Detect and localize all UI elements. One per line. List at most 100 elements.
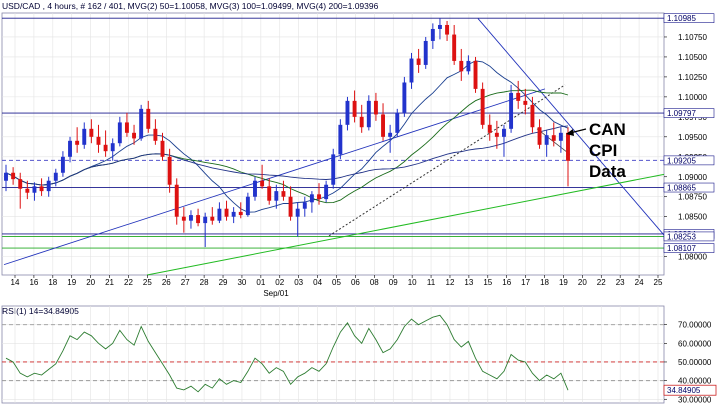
candle-up bbox=[366, 100, 371, 128]
candle-up bbox=[253, 180, 257, 197]
level-label-box bbox=[663, 231, 715, 242]
time-tick-label: 08 bbox=[370, 278, 379, 287]
candle-down bbox=[416, 58, 421, 65]
candle-up bbox=[68, 140, 72, 157]
candle-down bbox=[153, 128, 158, 141]
price-grid bbox=[2, 13, 664, 275]
candle-up bbox=[302, 202, 307, 209]
time-tick-label: 24 bbox=[635, 278, 644, 287]
candle-up bbox=[274, 191, 279, 201]
green-support-trendline bbox=[146, 173, 665, 276]
candle-up bbox=[502, 128, 506, 137]
price-tick-label: 1.10250 bbox=[678, 73, 707, 82]
time-tick-label: 22 bbox=[597, 278, 606, 287]
annotation-line-2: CPI bbox=[589, 141, 617, 160]
candle-down bbox=[480, 88, 485, 125]
candle-down bbox=[530, 104, 535, 128]
level-label-box bbox=[663, 13, 715, 23]
candle-up bbox=[217, 208, 222, 221]
time-tick-label: 09 bbox=[389, 278, 398, 287]
level-label: 1.08865 bbox=[667, 184, 696, 193]
rsi-tick-label: 50.00000 bbox=[678, 358, 712, 367]
candle-down bbox=[288, 196, 293, 217]
candle-up bbox=[4, 172, 8, 181]
annotation-arrow-head bbox=[566, 129, 574, 136]
candle-down bbox=[359, 116, 364, 128]
time-tick-label: 05 bbox=[332, 278, 341, 287]
time-axis: 14 16 18 19 20 21 22 25 26 27 28 29 30 01 02 03 04 05 06 08… bbox=[11, 275, 663, 298]
candle-up bbox=[110, 143, 115, 152]
rsi-levels bbox=[2, 324, 664, 382]
candle-down bbox=[18, 179, 23, 189]
candle-up bbox=[466, 60, 471, 72]
candle-down bbox=[89, 128, 94, 137]
candle-down bbox=[551, 135, 556, 141]
rsi-header: RSI(1) 14=34.84905 bbox=[2, 306, 79, 316]
time-tick-label: 01 bbox=[256, 278, 265, 287]
level-label: 1.09205 bbox=[667, 156, 696, 165]
candle-up bbox=[437, 24, 442, 29]
candle-up bbox=[295, 208, 300, 217]
candle-down bbox=[537, 127, 542, 145]
time-tick-label: 25 bbox=[654, 278, 663, 287]
level-label: 1.08107 bbox=[667, 244, 696, 253]
candle-up bbox=[509, 92, 514, 129]
price-tick-label: 1.09500 bbox=[678, 133, 707, 142]
candle-down bbox=[317, 194, 321, 200]
candle-down bbox=[445, 24, 450, 35]
time-tick-label: 14 bbox=[11, 278, 20, 287]
candle-down bbox=[160, 140, 165, 157]
rsi-panel-frame bbox=[1, 305, 665, 404]
price-tick-label: 1.08000 bbox=[678, 253, 707, 262]
price-tick-label: 1.08500 bbox=[678, 213, 707, 222]
candle-up bbox=[430, 28, 435, 41]
level-label: 1.09797 bbox=[667, 109, 696, 118]
price-tick-label: 1.10750 bbox=[678, 33, 707, 42]
candle-down bbox=[75, 140, 80, 145]
candle-down bbox=[523, 100, 528, 105]
candle-up bbox=[388, 132, 393, 137]
annotation-line-1: CAN bbox=[589, 120, 626, 139]
candle-down bbox=[167, 156, 172, 185]
candle-down bbox=[146, 108, 151, 129]
candle-down bbox=[260, 180, 265, 187]
candle-down bbox=[281, 191, 286, 197]
price-tick-label: 1.09000 bbox=[678, 173, 707, 182]
time-tick-label: 19 bbox=[67, 278, 76, 287]
cpi-annotation: CAN CPI Data bbox=[566, 120, 626, 181]
time-tick-label: 20 bbox=[86, 278, 95, 287]
candle-down bbox=[516, 92, 521, 101]
candle-down bbox=[473, 60, 478, 89]
time-tick-label: 23 bbox=[616, 278, 625, 287]
time-tick-label: 22 bbox=[124, 278, 133, 287]
candle-up bbox=[331, 154, 336, 185]
candle-down bbox=[373, 100, 378, 115]
level-label-box bbox=[663, 155, 715, 166]
candle-down bbox=[267, 186, 272, 201]
ma-200-line bbox=[5, 125, 569, 186]
level-label-box bbox=[663, 182, 715, 193]
rsi-tick-label: 30.00000 bbox=[678, 395, 712, 404]
time-tick-label: 21 bbox=[105, 278, 114, 287]
candle-up bbox=[324, 184, 329, 200]
time-tick-label: 19 bbox=[559, 278, 568, 287]
time-tick-label: 20 bbox=[578, 278, 587, 287]
rsi-series-line bbox=[5, 314, 569, 393]
rsi-axis: 30.00000 40.00000 50.00000 60.00000 70.00000… bbox=[663, 321, 717, 404]
price-tick-label: 1.10500 bbox=[678, 53, 707, 62]
time-tick-label: 18 bbox=[540, 278, 549, 287]
rsi-tick-label: 40.00000 bbox=[678, 377, 712, 386]
level-labels: 1.109851.097971.092051.088651.082841.082… bbox=[663, 13, 715, 253]
candle-down bbox=[381, 114, 385, 137]
candle-up bbox=[117, 122, 122, 144]
candle-down bbox=[103, 144, 108, 152]
candle-up bbox=[409, 58, 414, 83]
time-tick-label: 13 bbox=[464, 278, 473, 287]
candle-up bbox=[231, 211, 236, 217]
level-label-box bbox=[663, 108, 715, 118]
candle-up bbox=[423, 40, 428, 65]
candle-down bbox=[452, 34, 457, 61]
candle-up bbox=[558, 132, 563, 141]
